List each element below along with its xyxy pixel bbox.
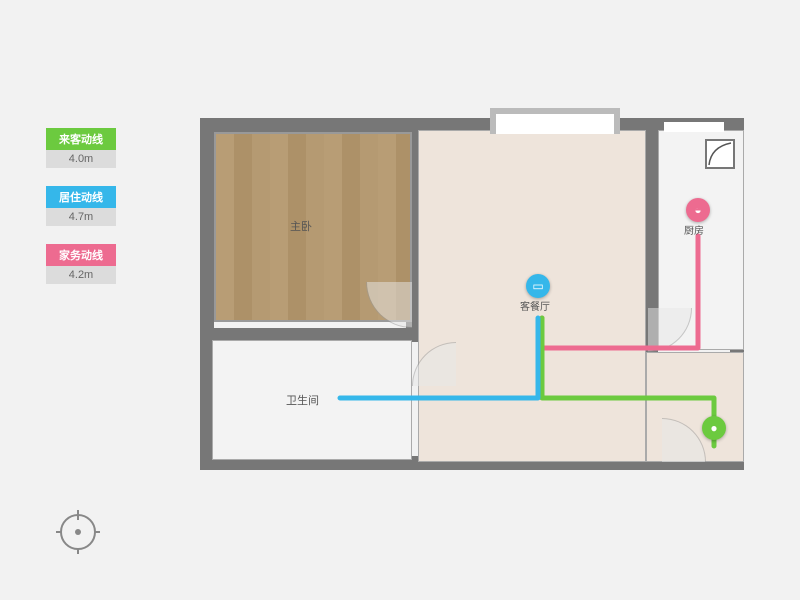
legend-value-guest: 4.0m <box>46 150 116 168</box>
legend-value-living: 4.7m <box>46 208 116 226</box>
kitchen-window-icon <box>705 139 735 169</box>
marker-entry: ● <box>702 416 726 446</box>
legend-label-guest: 来客动线 <box>46 128 116 150</box>
legend-label-chore: 家务动线 <box>46 244 116 266</box>
bed-icon: ▭ <box>532 279 543 293</box>
balcony <box>490 108 620 134</box>
floorplan: 主卧 卫生间 ● ▭ 客餐厅 ◒ 厨房 <box>190 108 750 478</box>
compass-icon <box>60 514 96 550</box>
label-bathroom: 卫生间 <box>286 392 319 408</box>
marker-living: ▭ 客餐厅 <box>526 274 550 304</box>
legend-item-chore: 家务动线 4.2m <box>46 244 116 284</box>
window-kitchen <box>664 122 724 132</box>
marker-label-living: 客餐厅 <box>520 298 550 313</box>
legend-value-chore: 4.2m <box>46 266 116 284</box>
label-bedroom: 主卧 <box>290 218 312 234</box>
pot-icon: ◒ <box>694 203 701 217</box>
legend-item-guest: 来客动线 4.0m <box>46 128 116 168</box>
legend-label-living: 居住动线 <box>46 186 116 208</box>
person-icon: ● <box>710 421 717 435</box>
marker-label-kitchen: 厨房 <box>684 222 704 237</box>
legend-item-living: 居住动线 4.7m <box>46 186 116 226</box>
marker-kitchen: ◒ 厨房 <box>686 198 710 228</box>
legend: 来客动线 4.0m 居住动线 4.7m 家务动线 4.2m <box>46 128 116 302</box>
